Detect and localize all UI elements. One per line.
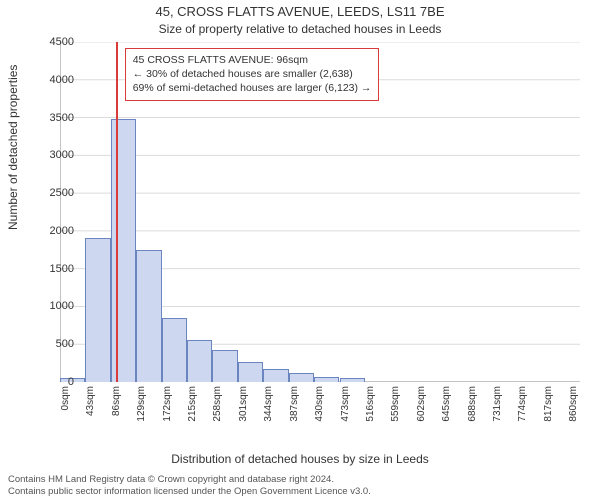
y-tick-label: 2500 [14, 187, 74, 199]
x-tick-label: 0sqm [60, 386, 71, 426]
x-tick-label: 172sqm [162, 386, 173, 426]
x-tick-label: 645sqm [441, 386, 452, 426]
x-tick-label: 731sqm [492, 386, 503, 426]
annotation-line1: 45 CROSS FLATTS AVENUE: 96sqm [133, 53, 372, 67]
y-tick-label: 500 [14, 338, 74, 350]
x-axis-label: Distribution of detached houses by size … [0, 452, 600, 466]
reference-line [116, 42, 118, 382]
histogram-bar [85, 238, 110, 382]
x-tick-label: 430sqm [314, 386, 325, 426]
y-tick-label: 3500 [14, 112, 74, 124]
x-tick-label: 774sqm [517, 386, 528, 426]
histogram-bar [289, 373, 314, 382]
histogram-bar [314, 377, 339, 382]
annotation-box: 45 CROSS FLATTS AVENUE: 96sqm ← 30% of d… [125, 48, 380, 101]
footer-line1: Contains HM Land Registry data © Crown c… [8, 474, 592, 486]
footer-attribution: Contains HM Land Registry data © Crown c… [8, 474, 592, 498]
y-tick-label: 2000 [14, 225, 74, 237]
histogram-bar [340, 378, 365, 382]
x-tick-label: 129sqm [136, 386, 147, 426]
chart-title: 45, CROSS FLATTS AVENUE, LEEDS, LS11 7BE [0, 4, 600, 19]
chart-subtitle: Size of property relative to detached ho… [0, 22, 600, 36]
x-tick-label: 860sqm [568, 386, 579, 426]
x-tick-label: 215sqm [187, 386, 198, 426]
x-tick-label: 301sqm [238, 386, 249, 426]
y-tick-label: 3000 [14, 149, 74, 161]
x-tick-label: 43sqm [85, 386, 96, 426]
y-tick-label: 1500 [14, 263, 74, 275]
x-tick-label: 473sqm [340, 386, 351, 426]
x-tick-label: 516sqm [365, 386, 376, 426]
histogram-bar [263, 369, 288, 382]
chart-plot-area: 45 CROSS FLATTS AVENUE: 96sqm ← 30% of d… [60, 42, 580, 382]
histogram-bar [111, 119, 136, 382]
y-tick-label: 4000 [14, 74, 74, 86]
x-tick-label: 387sqm [289, 386, 300, 426]
y-tick-label: 1000 [14, 300, 74, 312]
x-tick-label: 688sqm [467, 386, 478, 426]
histogram-bar [162, 318, 187, 382]
x-tick-label: 344sqm [263, 386, 274, 426]
y-axis-label: Number of detached properties [6, 65, 20, 230]
histogram-bar [238, 362, 263, 382]
footer-line2: Contains public sector information licen… [8, 486, 592, 498]
annotation-line3: 69% of semi-detached houses are larger (… [133, 81, 372, 95]
annotation-line2: ← 30% of detached houses are smaller (2,… [133, 67, 372, 81]
histogram-bar [187, 340, 212, 382]
x-tick-label: 258sqm [212, 386, 223, 426]
x-tick-label: 559sqm [390, 386, 401, 426]
histogram-bar [212, 350, 237, 382]
x-tick-label: 86sqm [111, 386, 122, 426]
x-tick-label: 602sqm [416, 386, 427, 426]
y-tick-label: 4500 [14, 36, 74, 48]
histogram-bar [136, 250, 161, 382]
x-tick-label: 817sqm [543, 386, 554, 426]
